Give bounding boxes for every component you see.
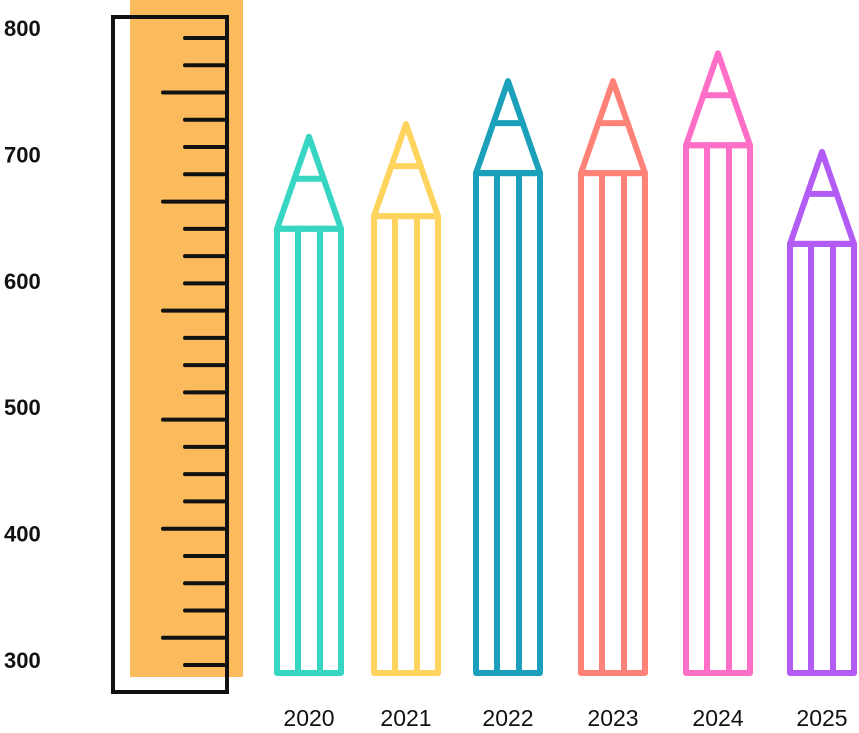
x-tick-label: 2022 bbox=[482, 705, 533, 731]
pencil-tip bbox=[473, 78, 543, 177]
pencil-body bbox=[787, 240, 857, 676]
pencil-tip bbox=[274, 133, 344, 232]
y-tick-label: 500 bbox=[4, 395, 41, 420]
x-tick-label: 2020 bbox=[283, 705, 334, 731]
pencil-body bbox=[578, 170, 648, 676]
pencil-bar-2023 bbox=[578, 78, 648, 676]
pencil-body bbox=[473, 170, 543, 676]
y-tick-label: 700 bbox=[4, 142, 41, 167]
x-tick-label: 2023 bbox=[587, 705, 638, 731]
x-tick-label: 2024 bbox=[692, 705, 743, 731]
ruler-axis bbox=[111, 0, 243, 694]
pencil-bar-2021 bbox=[371, 121, 441, 676]
y-tick-label: 800 bbox=[4, 16, 41, 41]
pencil-bar-2024 bbox=[683, 50, 753, 676]
y-tick-label: 300 bbox=[4, 648, 41, 673]
x-tick-label: 2025 bbox=[796, 705, 847, 731]
pencil-body bbox=[274, 225, 344, 676]
pencil-tip bbox=[371, 121, 441, 220]
pencil-tip bbox=[787, 148, 857, 247]
pencil-body bbox=[683, 142, 753, 676]
y-tick-label: 600 bbox=[4, 269, 41, 294]
pencil-tip bbox=[683, 50, 753, 149]
y-axis-ticks: 300 400 500 600 700 800 bbox=[4, 16, 41, 673]
x-tick-label: 2021 bbox=[380, 705, 431, 731]
y-tick-label: 400 bbox=[4, 522, 41, 547]
x-axis-labels: 2020 2021 2022 2023 2024 2025 bbox=[283, 705, 847, 731]
ruler-outline bbox=[111, 15, 229, 694]
pencil-tip bbox=[578, 78, 648, 177]
pencil-bar-2020 bbox=[274, 133, 344, 676]
pencil-bar-2022 bbox=[473, 78, 543, 676]
pencil-bars bbox=[274, 50, 857, 676]
pencil-bar-2025 bbox=[787, 148, 857, 676]
pencil-body bbox=[371, 213, 441, 676]
